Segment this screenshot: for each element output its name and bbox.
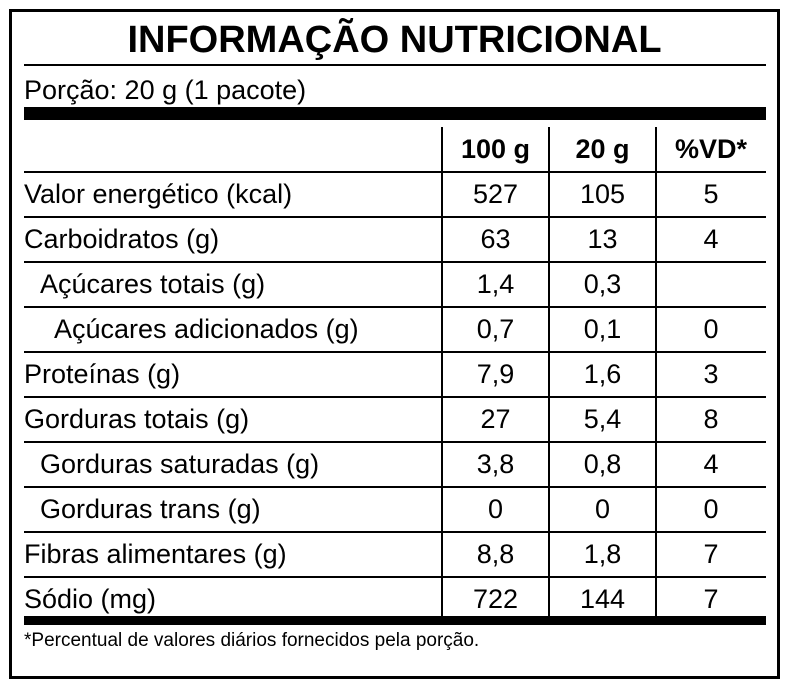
divider (24, 64, 766, 66)
nutrient-value: 144 (579, 584, 626, 614)
row-line (24, 171, 766, 173)
nutrient-value: 5,4 (583, 404, 622, 434)
row-line (24, 216, 766, 218)
nutrient-name: Gorduras totais (g) (24, 404, 250, 434)
nutrient-value: 8,8 (476, 539, 515, 569)
nutrient-value: 7,9 (476, 359, 515, 389)
nutrient-value: 27 (480, 404, 511, 434)
nutrient-name: Carboidratos (g) (24, 224, 220, 254)
nutrient-value: 0,1 (583, 314, 622, 344)
nutrient-name: Sódio (mg) (24, 584, 157, 614)
nutrient-value: 7 (703, 539, 719, 569)
nutrient-value: 0,3 (583, 269, 622, 299)
row-line (24, 351, 766, 353)
nutrient-value: 4 (703, 224, 719, 254)
nutrient-name: Valor energético (kcal) (24, 179, 293, 209)
nutrient-name: Fibras alimentares (g) (24, 539, 287, 569)
nutrient-value: 5 (703, 179, 719, 209)
nutrient-value: 0,8 (583, 449, 622, 479)
nutrient-value: 8 (703, 404, 719, 434)
column-header: %VD* (674, 134, 748, 164)
row-line (24, 486, 766, 488)
label-border (9, 9, 780, 679)
nutrient-value: 13 (587, 224, 618, 254)
row-line (24, 531, 766, 533)
nutrient-value: 3 (703, 359, 719, 389)
nutrient-value: 527 (472, 179, 519, 209)
column-line (548, 127, 550, 616)
column-line (655, 127, 657, 616)
portion: Porção: 20 g (1 pacote) (24, 75, 307, 105)
nutrient-name: Gorduras saturadas (g) (40, 449, 320, 479)
nutrient-value: 722 (472, 584, 519, 614)
nutrient-value: 0,7 (476, 314, 515, 344)
footnote: *Percentual de valores diários fornecido… (24, 630, 480, 651)
row-line (24, 441, 766, 443)
row-line (24, 576, 766, 578)
nutrient-value: 105 (579, 179, 626, 209)
column-header: 100 g (460, 134, 531, 164)
nutrient-value: 0 (703, 314, 719, 344)
thick-divider (24, 616, 766, 625)
row-line (24, 306, 766, 308)
nutrient-value: 0 (703, 494, 719, 524)
column-line (441, 127, 443, 616)
nutrient-name: Gorduras trans (g) (40, 494, 261, 524)
label-title: INFORMAÇÃO NUTRICIONAL (127, 19, 662, 61)
nutrient-value: 1,6 (583, 359, 622, 389)
nutrient-value: 0 (487, 494, 504, 524)
column-header: 20 g (575, 134, 630, 164)
nutrient-value: 63 (480, 224, 511, 254)
nutrient-name: Açúcares totais (g) (40, 269, 266, 299)
nutrient-value: 1,4 (476, 269, 515, 299)
nutrient-value: 1,8 (583, 539, 622, 569)
nutrient-value: 0 (594, 494, 611, 524)
nutrient-value: 3,8 (476, 449, 515, 479)
nutrient-name: Proteínas (g) (24, 359, 181, 389)
row-line (24, 261, 766, 263)
nutrient-value (656, 262, 766, 307)
nutrient-name: Açúcares adicionados (g) (54, 314, 359, 344)
row-line (24, 396, 766, 398)
nutrient-value: 4 (703, 449, 719, 479)
thick-divider (24, 107, 766, 120)
nutrient-value: 7 (703, 584, 719, 614)
